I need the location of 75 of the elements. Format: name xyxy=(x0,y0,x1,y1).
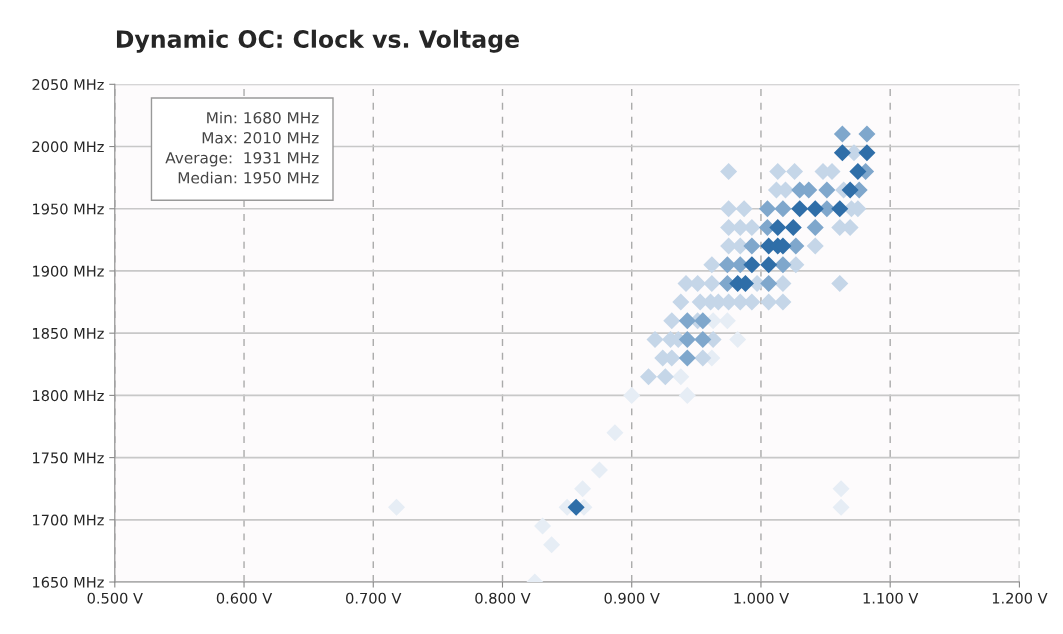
x-tick-label: 0.500 V xyxy=(87,592,143,604)
y-tick-label: 1950 MHz xyxy=(33,203,104,215)
y-tick-label: 1700 MHz xyxy=(33,514,104,526)
point xyxy=(663,312,681,330)
point xyxy=(694,330,712,348)
point xyxy=(694,312,712,330)
point xyxy=(774,256,792,274)
point xyxy=(791,200,809,218)
point xyxy=(818,181,836,199)
point xyxy=(769,162,787,180)
point xyxy=(786,162,804,180)
point xyxy=(640,368,658,386)
point xyxy=(784,218,802,236)
point xyxy=(735,200,753,218)
point xyxy=(718,256,736,274)
point xyxy=(574,480,592,498)
point xyxy=(703,274,721,292)
point xyxy=(858,144,876,162)
point xyxy=(787,256,805,274)
point xyxy=(703,256,721,274)
point xyxy=(534,517,552,535)
point xyxy=(833,144,851,162)
point xyxy=(743,256,761,274)
point xyxy=(806,218,824,236)
point xyxy=(672,293,690,311)
point xyxy=(841,181,859,199)
y-tick-label: 1750 MHz xyxy=(33,452,104,464)
point xyxy=(720,200,738,218)
point xyxy=(623,386,641,404)
point xyxy=(567,498,585,516)
y-tick-label: 1800 MHz xyxy=(33,390,104,402)
point xyxy=(678,386,696,404)
point xyxy=(678,312,696,330)
point xyxy=(858,125,876,143)
y-tick-label: 2050 MHz xyxy=(32,79,104,91)
x-tick-label: 1.200 V xyxy=(992,592,1048,604)
chart-title: Dynamic OC: Clock vs. Voltage xyxy=(116,29,519,53)
point xyxy=(678,349,696,367)
point xyxy=(646,330,664,348)
point xyxy=(806,237,824,255)
point xyxy=(656,368,674,386)
point xyxy=(831,200,849,218)
x-tick-label: 0.700 V xyxy=(346,592,402,604)
point xyxy=(760,293,778,311)
point xyxy=(672,368,690,386)
y-tick-label: 1650 MHz xyxy=(33,576,104,588)
point xyxy=(849,162,867,180)
x-tick-label: 1.000 V xyxy=(734,592,790,604)
point xyxy=(833,125,851,143)
x-tick-label: 0.900 V xyxy=(604,592,660,604)
annotation: Average: 1931 MHz xyxy=(165,151,319,167)
x-tick-label: 0.600 V xyxy=(216,592,273,604)
point xyxy=(758,200,776,218)
point xyxy=(769,218,787,236)
point xyxy=(720,162,738,180)
annotation: Min: 1680 MHz xyxy=(207,111,319,124)
annotation: Max: 2010 MHz xyxy=(202,131,319,144)
point xyxy=(760,274,778,292)
point xyxy=(774,274,792,292)
x-tick-label: 0.800 V xyxy=(475,592,531,604)
point xyxy=(678,330,696,348)
y-tick-label: 2000 MHz xyxy=(32,141,104,153)
y-tick-label: 1850 MHz xyxy=(33,327,104,339)
point xyxy=(729,330,747,348)
point xyxy=(694,349,712,367)
point xyxy=(760,256,778,274)
y-tick-label: 1900 MHz xyxy=(33,265,104,277)
point xyxy=(806,200,824,218)
annotation: Median: 1950 MHz xyxy=(178,171,319,184)
point xyxy=(831,274,849,292)
x-tick-label: 1.100 V xyxy=(863,592,919,604)
point xyxy=(774,293,792,311)
point xyxy=(743,237,761,255)
point xyxy=(774,200,792,218)
point xyxy=(787,237,805,255)
